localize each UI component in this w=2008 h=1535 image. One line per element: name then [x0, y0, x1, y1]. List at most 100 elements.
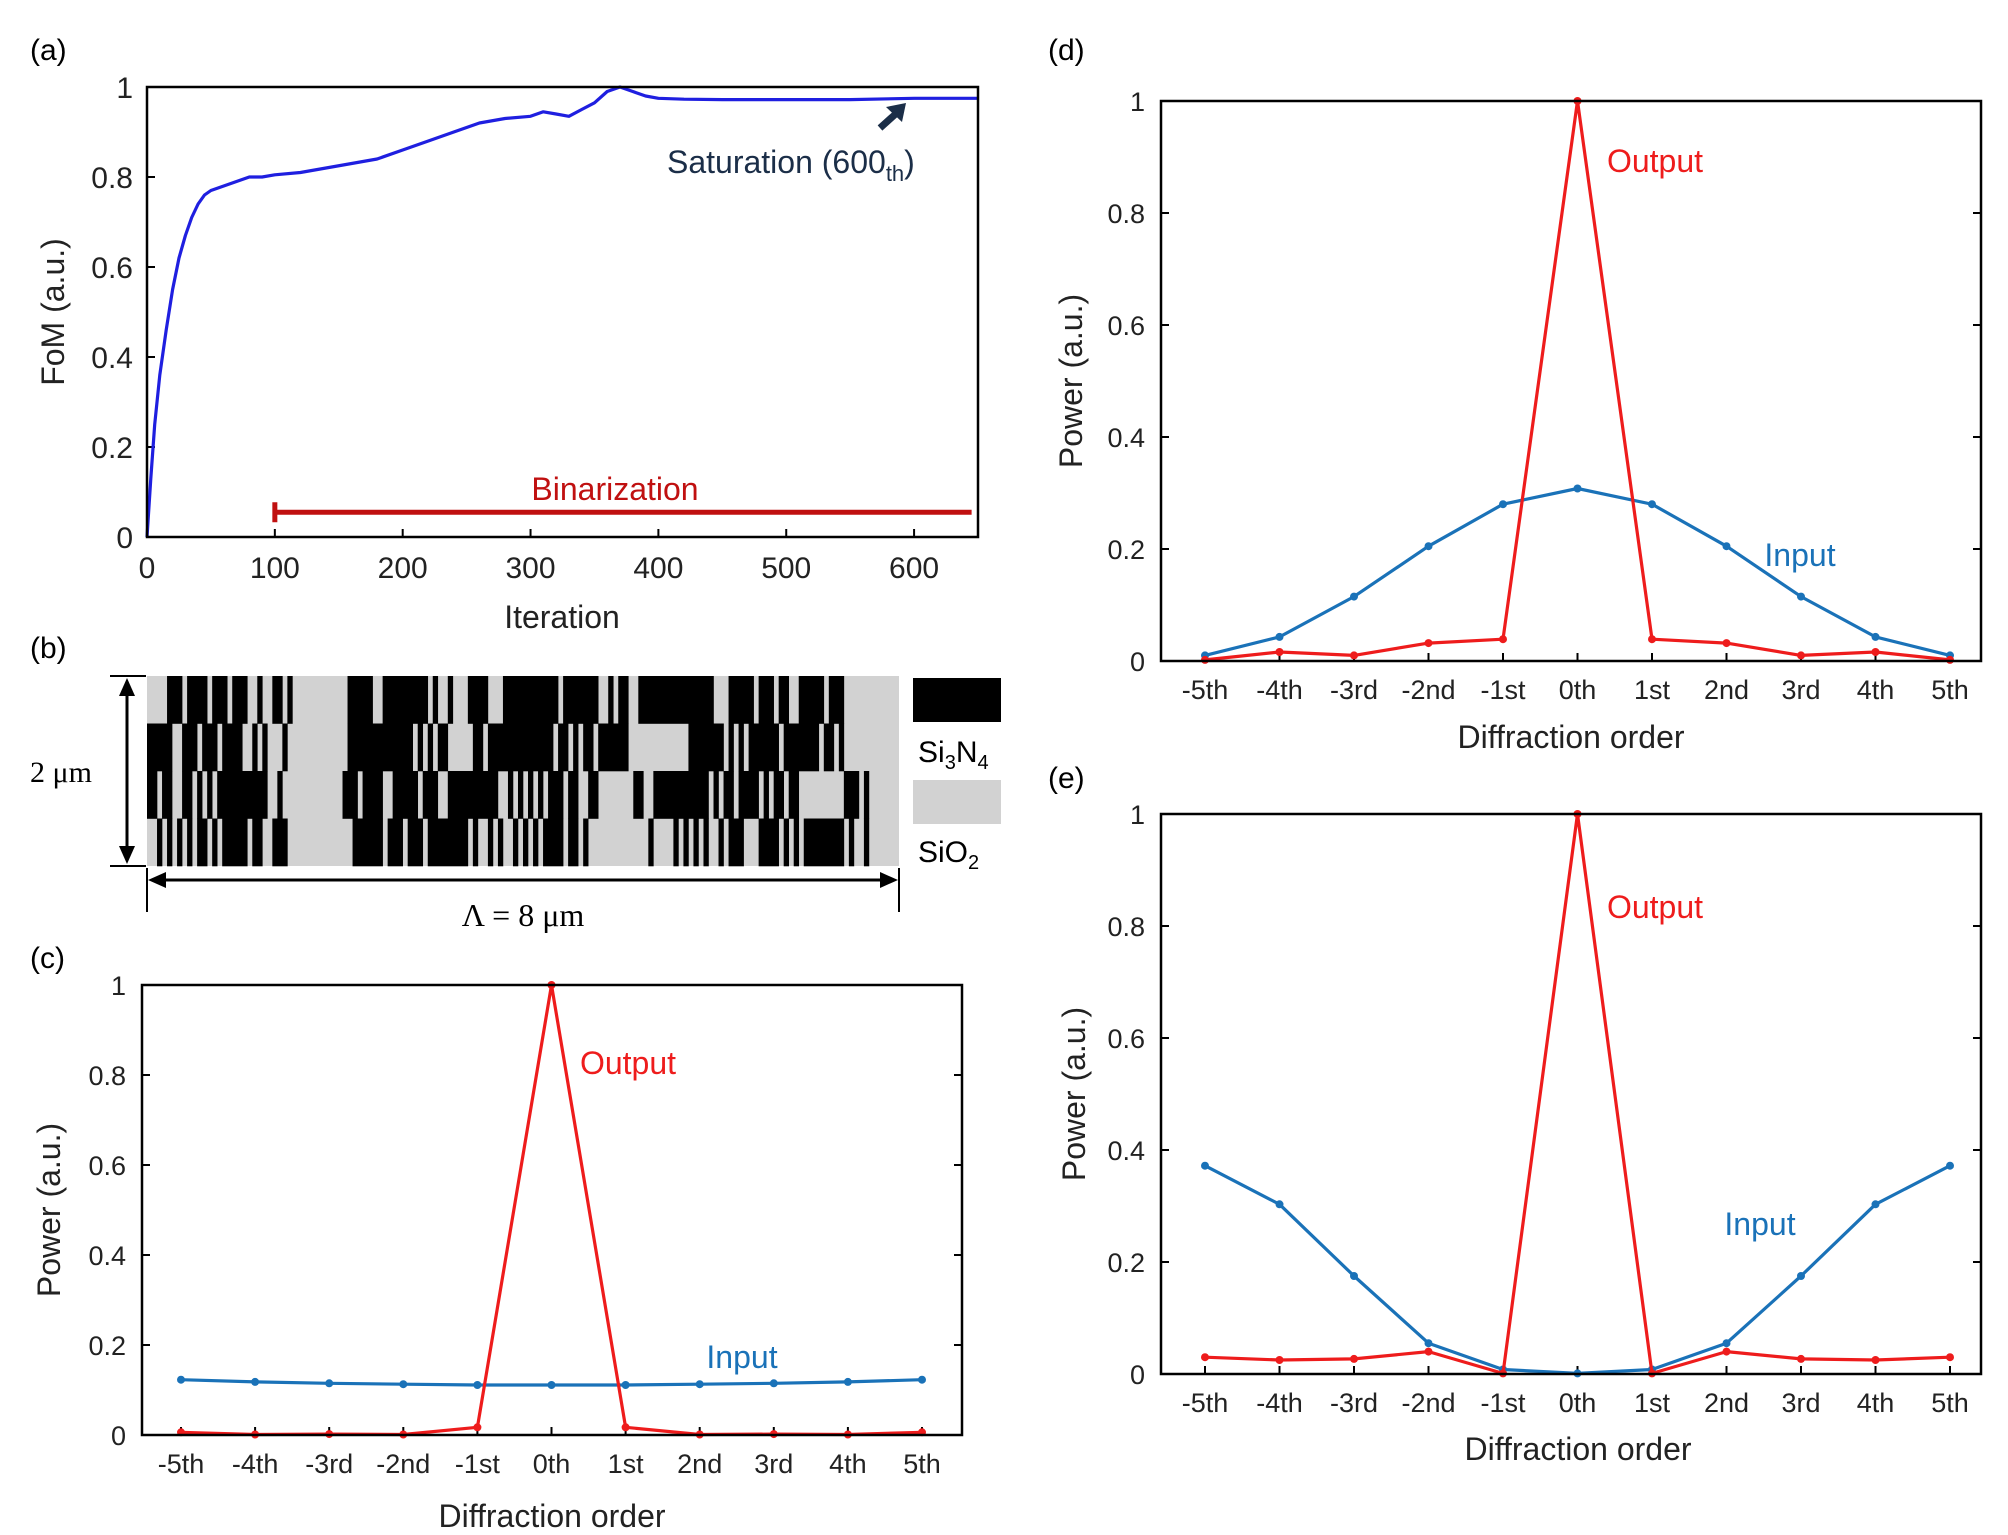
si3n4-block	[798, 676, 825, 724]
d-y-axis-label: Power (a.u.)	[1053, 294, 1089, 468]
panel-label-e: (e)	[1048, 762, 1085, 795]
e-series-group	[1201, 810, 1954, 1378]
c-x-tick-label: -1st	[455, 1449, 501, 1479]
e-x-tick-label: -1st	[1480, 1388, 1526, 1418]
d-output-point	[1648, 635, 1656, 644]
si3n4-block	[287, 676, 293, 724]
si3n4-block	[693, 818, 699, 867]
height-label: 2 μm	[30, 756, 92, 789]
a-x-tick-label: 500	[761, 552, 811, 585]
c-y-tick-label: 0.2	[88, 1331, 126, 1361]
panel-label-c: (c)	[30, 942, 65, 975]
d-y-tick-label: 1	[1130, 87, 1145, 117]
e-input-point	[1871, 1200, 1880, 1209]
si3n4-block	[563, 676, 599, 724]
c-series-group	[177, 981, 926, 1439]
c-x-tick-label: 0th	[533, 1449, 571, 1479]
d-input-point	[1350, 592, 1358, 601]
panel-e-diffraction-chart: -5th -4th -3rd -2nd -1st 0th 1st 2nd 3rd 4th 5th 0 0…	[1056, 800, 1983, 1467]
si3n4-block	[157, 818, 163, 867]
d-y-tick-label: 0.2	[1107, 535, 1145, 565]
si3n4-block	[392, 771, 419, 819]
si3n4-block	[252, 723, 258, 772]
si3n4-block	[588, 771, 599, 819]
si3n4-block	[342, 771, 358, 819]
period-arrow-right	[880, 872, 898, 888]
si3n4-block	[207, 771, 213, 819]
c-input-point	[695, 1380, 704, 1389]
si3n4-block	[838, 723, 845, 772]
e-x-tick-label: -4th	[1256, 1388, 1303, 1418]
si3n4-block	[262, 723, 268, 772]
legend-si3n4-label: Si3N4	[918, 736, 989, 774]
si3n4-block	[548, 771, 564, 819]
a-x-tick-label: 200	[378, 552, 428, 585]
si3n4-block	[673, 818, 679, 867]
si3n4-n: N	[956, 736, 978, 769]
e-y-axis-label: Power (a.u.)	[1056, 1007, 1092, 1181]
si3n4-block	[347, 676, 373, 724]
d-output-point	[1275, 648, 1284, 656]
period-arrow-left	[148, 872, 166, 888]
si3n4-block	[523, 818, 529, 867]
a-axis-ticks: 0 100 200 300 400 500 600 0 0.2 0.4 0.6 0.8 1	[91, 72, 939, 585]
d-series-group	[1201, 97, 1954, 664]
si3n4-block	[573, 723, 579, 772]
si3n4-block	[502, 676, 559, 724]
si3n4-block	[387, 818, 403, 867]
c-x-tick-label: -3rd	[305, 1449, 353, 1479]
legend-sio2-label: SiO2	[918, 836, 979, 874]
d-axis-ticks: -5th -4th -3rd -2nd -1st 0th 1st 2nd 3rd 4th 5th 0 0…	[1107, 87, 1981, 705]
si3n4-block	[222, 818, 248, 867]
si3n4-block	[558, 723, 569, 772]
a-x-tick-label: 600	[889, 552, 939, 585]
c-output-line	[180, 983, 923, 1437]
legend-sio2-swatch	[913, 780, 1001, 824]
height-arrow-bottom	[119, 846, 135, 864]
d-output-line	[1204, 99, 1951, 662]
binarization-label: Binarization	[531, 471, 698, 507]
e-x-tick-label: -5th	[1182, 1388, 1229, 1418]
d-x-tick-label: -2nd	[1401, 675, 1455, 705]
saturation-close: )	[904, 144, 915, 180]
si3n4-block	[362, 771, 383, 819]
e-input-point	[1424, 1339, 1433, 1348]
d-output-point	[1499, 635, 1507, 644]
d-y-tick-label: 0.6	[1107, 311, 1145, 341]
si3n4-block	[828, 676, 845, 724]
e-output-point	[1350, 1354, 1358, 1363]
si3n4-block	[182, 723, 198, 772]
a-y-tick-label: 0.2	[91, 432, 133, 465]
e-output-point	[1871, 1356, 1880, 1364]
d-output-point	[1350, 651, 1358, 660]
grating-pattern-cells	[147, 676, 870, 867]
c-y-axis-label: Power (a.u.)	[31, 1123, 67, 1297]
d-x-tick-label: 3rd	[1781, 675, 1820, 705]
si3n4-block	[507, 771, 514, 819]
a-x-tick-label: 100	[250, 552, 300, 585]
saturation-annotation: Saturation (600th)	[667, 144, 915, 186]
c-input-point	[547, 1381, 556, 1389]
si3n4-block	[497, 818, 504, 867]
si3n4-block	[447, 676, 454, 724]
si3n4-block	[197, 771, 203, 819]
d-input-point	[1722, 542, 1731, 551]
si3n4-block	[568, 818, 579, 867]
d-input-line	[1204, 486, 1951, 657]
d-x-axis-label: Diffraction order	[1457, 719, 1684, 755]
si3n4-block	[257, 676, 263, 724]
panel-label-a: (a)	[30, 34, 67, 67]
c-y-tick-label: 0.6	[88, 1151, 126, 1181]
c-x-axis-label: Diffraction order	[438, 1498, 665, 1534]
a-y-tick-label: 0	[116, 522, 133, 555]
e-axis-ticks: -5th -4th -3rd -2nd -1st 0th 1st 2nd 3rd 4th 5th 0 0…	[1107, 800, 1981, 1418]
e-x-tick-label: 2nd	[1704, 1388, 1749, 1418]
si3n4-block	[718, 818, 724, 867]
c-output-label: Output	[580, 1045, 676, 1081]
si3n4-block	[688, 723, 724, 772]
c-input-point	[473, 1381, 482, 1389]
si3n4-block	[763, 771, 769, 819]
e-x-tick-label: -3rd	[1330, 1388, 1378, 1418]
e-y-tick-label: 0	[1130, 1360, 1145, 1390]
